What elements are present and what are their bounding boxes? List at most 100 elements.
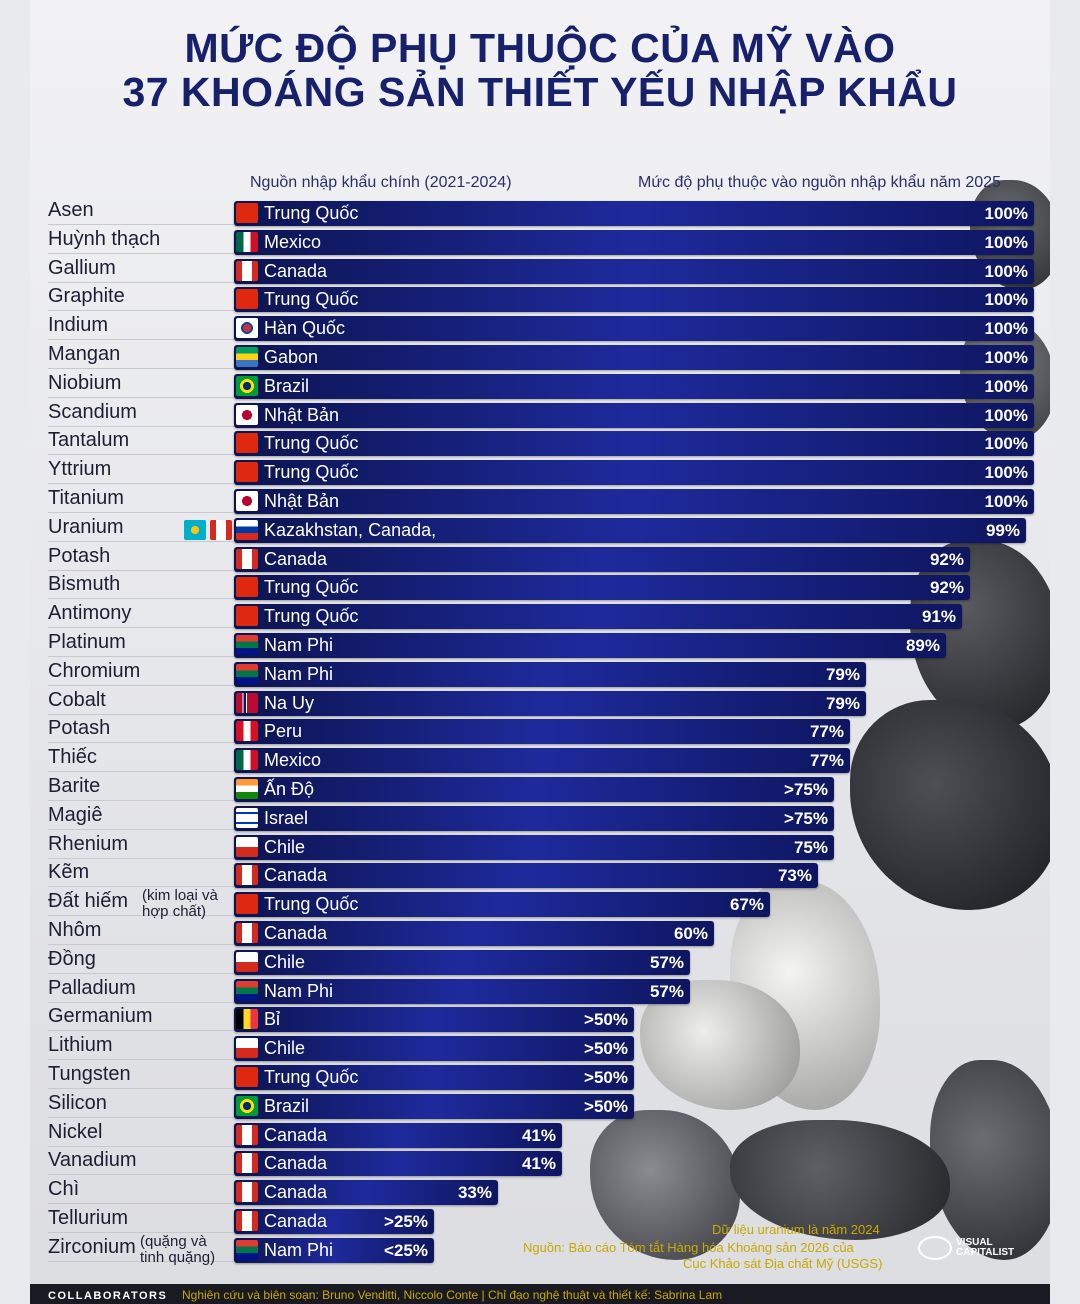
bar [234,748,850,773]
mineral-label: Magiê [48,804,103,826]
leader-line [48,1146,234,1147]
cn-flag-icon [236,433,258,453]
kr-flag-icon [236,318,258,338]
leader-line [48,570,234,571]
mineral-label: Zirconium [48,1236,136,1258]
jp-flag-icon [236,491,258,511]
title-line-1: MỨC ĐỘ PHỤ THUỘC CỦA MỸ VÀO [184,25,896,71]
mineral-label: Gallium [48,257,116,279]
mx-flag-icon [236,232,258,252]
za-flag-icon [236,981,258,1001]
country-label: Trung Quốc [264,203,359,223]
za-flag-icon [236,664,258,684]
leader-line [48,310,234,311]
bar [234,633,946,658]
rock-decoration [930,1060,1050,1260]
country-label: Chile [264,837,306,857]
value-label: 99% [985,521,1020,540]
leader-line [48,685,234,686]
mineral-label: Rhenium [48,833,129,855]
bar [234,806,834,831]
bar [234,1007,634,1032]
leader-line [48,339,234,340]
bar [234,719,850,744]
cl-flag-icon [236,952,258,972]
mineral-label: Asen [48,199,94,221]
value-label: >50% [584,1039,628,1058]
bar [234,575,970,600]
country-label: Trung Quốc [264,1067,359,1087]
ca-flag-icon [236,923,258,943]
value-label: 100% [984,434,1028,453]
chart-title: MỨC ĐỘ PHỤ THUỘC CỦA MỸ VÀO 37 KHOÁNG SẢ… [0,26,1080,114]
cl-flag-icon [236,1038,258,1058]
mineral-label: Palladium [48,977,136,999]
country-label: Hàn Quốc [264,318,346,338]
country-label: Canada [264,865,328,885]
value-label: <25% [384,1241,428,1260]
value-label: 100% [984,290,1028,309]
leader-line [48,397,234,398]
bar [234,1151,562,1176]
mineral-label: Lithium [48,1034,113,1056]
country-label: Canada [264,549,328,569]
value-label: 77% [809,722,844,741]
source-column-header: Nguồn nhập khẩu chính (2021-2024) [250,174,512,191]
ca-flag-icon [236,865,258,885]
bar [234,518,1026,543]
value-label: >75% [784,809,828,828]
cn-flag-icon [236,1067,258,1087]
mineral-label: Đất hiếm [48,890,129,912]
leader-line [48,829,234,830]
leader-line [48,483,234,484]
leader-line [48,512,234,513]
dependency-column-header: Mức độ phụ thuộc vào nguồn nhập khẩu năm… [638,174,1001,191]
leader-line [48,1232,234,1233]
rock-decoration [590,1110,740,1260]
country-label: Chile [264,952,306,972]
il-flag-icon [236,808,258,828]
source-note: Nguồn: Báo cáo Tóm tắt Hàng hóa Khoáng s… [523,1240,854,1255]
country-label: Ấn Độ [264,779,315,799]
mineral-label: Kẽm [48,861,90,883]
country-label: Nhật Bản [264,491,340,511]
country-label: Kazakhstan, Canada, [264,520,437,540]
rock-decoration [730,1120,950,1240]
value-label: 41% [521,1126,556,1145]
bar [234,1065,634,1090]
country-label: Trung Quốc [264,289,359,309]
visual-capitalist-logo: VISUAL CAPITALIST [918,1236,1014,1260]
country-label: Trung Quốc [264,894,359,914]
mineral-label: Vanadium [48,1149,137,1171]
value-label: 100% [984,233,1028,252]
credits-text: Nghiên cứu và biên soạn: Bruno Venditti,… [182,1288,723,1302]
bar [234,460,1034,485]
leader-line [48,771,234,772]
bar [234,345,1034,370]
value-label: 41% [521,1154,556,1173]
logo-icon [918,1236,952,1260]
cn-flag-icon [236,203,258,223]
bar [234,230,1034,255]
country-label: Trung Quốc [264,462,359,482]
leader-line [48,454,234,455]
mineral-label: Chromium [48,660,141,682]
country-label: Canada [264,1182,328,1202]
country-label: Canada [264,1211,328,1231]
country-label: Canada [264,923,328,943]
leader-line [48,627,234,628]
cl-flag-icon [236,837,258,857]
value-label: 100% [984,492,1028,511]
mineral-label: Bismuth [48,573,121,595]
country-label: Nam Phi [264,1240,334,1260]
bar [234,201,1034,226]
leader-line [48,1088,234,1089]
value-label: >50% [584,1010,628,1029]
country-label: Israel [264,808,309,828]
leader-line [48,224,234,225]
bar [234,1238,434,1263]
logo-text-2: CAPITALIST [956,1247,1015,1258]
value-label: 75% [793,838,828,857]
value-label: 100% [984,463,1028,482]
country-label: Trung Quốc [264,606,359,626]
